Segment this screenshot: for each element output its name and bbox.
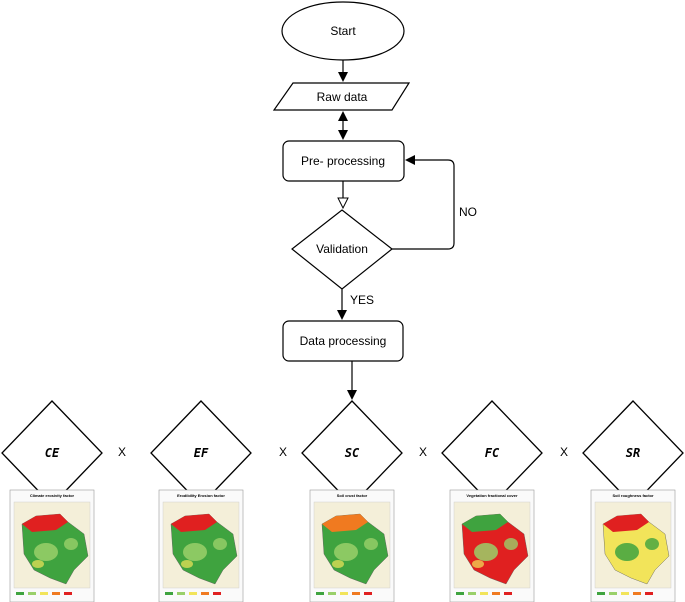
raw-data-node xyxy=(272,82,411,111)
factor-map-title: Soil roughness factor xyxy=(612,493,654,498)
validation-label: Validation xyxy=(316,242,368,256)
data-processing-label: Data processing xyxy=(300,334,387,348)
data-processing-node xyxy=(282,320,404,362)
factor-map-title: Soil crust factor xyxy=(337,493,368,498)
edge-validation-no-loop xyxy=(392,155,455,250)
multiply-operator: X xyxy=(419,445,427,459)
factor-code: SC xyxy=(345,446,360,460)
factor-map-title: Erodibility Erosion factor xyxy=(177,493,225,498)
factor-map: Soil roughness factor xyxy=(590,489,676,602)
start-label: Start xyxy=(330,24,356,38)
factor-code: CE xyxy=(45,446,60,460)
factor-map-title: Vegetation fractional cover xyxy=(466,493,518,498)
factor-fc: FC Vegetation fractional cover xyxy=(441,400,543,602)
factor-map: Soil crust factor xyxy=(309,489,395,602)
factor-map: Climate erosivity factor xyxy=(9,489,95,602)
multiply-operator: X xyxy=(118,445,126,459)
factor-code: EF xyxy=(194,446,209,460)
preprocessing-label: Pre- processing xyxy=(301,154,385,168)
factor-map: Erodibility Erosion factor xyxy=(158,489,244,602)
yes-label: YES xyxy=(350,293,374,307)
factor-map-title: Climate erosivity factor xyxy=(30,493,75,498)
factor-sc: SC Soil crust factor xyxy=(301,400,403,602)
factor-code: FC xyxy=(485,446,500,460)
factor-code: SR xyxy=(626,446,640,460)
no-label: NO xyxy=(459,205,477,219)
factor-ef: EF Erodibility Erosion factor xyxy=(150,400,252,602)
multiply-operator: X xyxy=(560,445,568,459)
factor-ce: CE Climate erosivity factor xyxy=(1,400,103,602)
raw-data-label: Raw data xyxy=(317,90,368,104)
factors-layer: CE Climate erosivity factor EF Erodibility … xyxy=(1,400,684,602)
factor-map: Vegetation fractional cover xyxy=(449,489,535,602)
multiply-operator: X xyxy=(279,445,287,459)
factor-sr: SR Soil roughness factor xyxy=(582,400,684,602)
